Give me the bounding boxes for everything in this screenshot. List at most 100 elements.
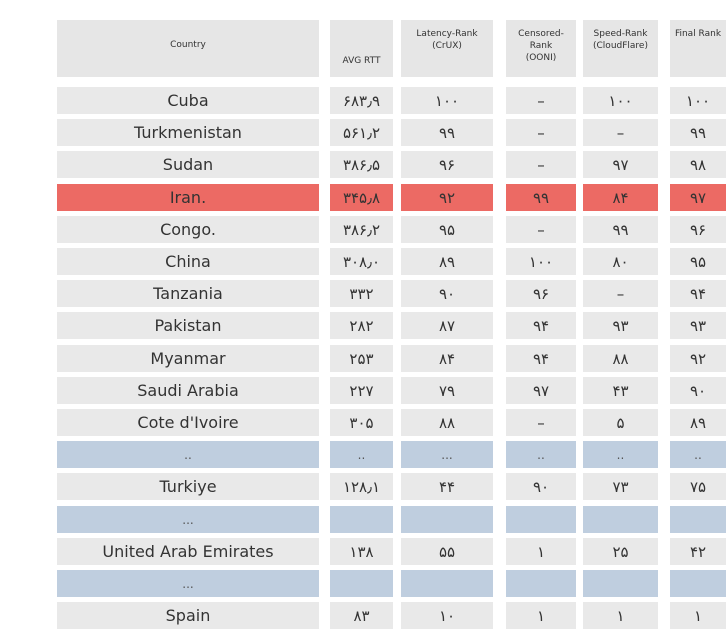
speed-rank-cell-r5: ۸۰: [583, 248, 658, 275]
censored-rank-cell-r5: ۱۰۰: [506, 248, 576, 275]
speed-rank-cell-r4: ۹۹: [583, 216, 658, 243]
avg-rtt-cell-r14: ۱۳۸: [330, 538, 393, 565]
final-rank-cell-r5: ۹۵: [670, 248, 726, 275]
header-censored-rank: Censored- Rank (OONI): [506, 20, 576, 77]
speed-rank-cell-r8: ۸۸: [583, 345, 658, 372]
censored-rank-cell-r2: –: [506, 151, 576, 178]
country-cell-r8: Myanmar: [57, 345, 319, 372]
speed-rank-cell-r16: ۱: [583, 602, 658, 629]
separator-cell-r15: [506, 570, 576, 597]
censored-rank-cell-r16: ۱: [506, 602, 576, 629]
avg-rtt-cell-r1: ۵۶۱٫۲: [330, 119, 393, 146]
avg-rtt-cell-r16: ۸۳: [330, 602, 393, 629]
latency-rank-cell-r4: ۹۵: [401, 216, 493, 243]
final-rank-cell-r7: ۹۳: [670, 312, 726, 339]
speed-rank-cell-r7: ۹۳: [583, 312, 658, 339]
latency-rank-cell-r2: ۹۶: [401, 151, 493, 178]
country-cell-r14: United Arab Emirates: [57, 538, 319, 565]
header-avg-rtt: AVG RTT: [330, 20, 393, 77]
censored-rank-cell-r0: –: [506, 87, 576, 114]
country-cell-r3: Iran.: [57, 184, 319, 211]
censored-rank-cell-r14: ۱: [506, 538, 576, 565]
avg-rtt-cell-r2: ۳۸۶٫۵: [330, 151, 393, 178]
final-rank-cell-r0: ۱۰۰: [670, 87, 726, 114]
speed-rank-cell-r1: –: [583, 119, 658, 146]
separator-cell-r11: ...: [401, 441, 493, 468]
avg-rtt-cell-r3: ۳۴۵٫۸: [330, 184, 393, 211]
country-cell-r6: Tanzania: [57, 280, 319, 307]
country-cell-r12: Turkiye: [57, 473, 319, 500]
avg-rtt-cell-r8: ۲۵۳: [330, 345, 393, 372]
avg-rtt-cell-r4: ۳۸۶٫۲: [330, 216, 393, 243]
separator-cell-r13: [330, 506, 393, 533]
censored-rank-cell-r3: ۹۹: [506, 184, 576, 211]
header-final-rank: Final Rank: [670, 20, 726, 77]
final-rank-cell-r2: ۹۸: [670, 151, 726, 178]
speed-rank-cell-r10: ۵: [583, 409, 658, 436]
latency-rank-cell-r16: ۱۰: [401, 602, 493, 629]
latency-rank-cell-r5: ۸۹: [401, 248, 493, 275]
separator-cell-r15: ...: [57, 570, 319, 597]
separator-cell-r11: ..: [506, 441, 576, 468]
latency-rank-cell-r6: ۹۰: [401, 280, 493, 307]
final-rank-cell-r1: ۹۹: [670, 119, 726, 146]
censored-rank-cell-r12: ۹۰: [506, 473, 576, 500]
speed-rank-cell-r3: ۸۴: [583, 184, 658, 211]
latency-rank-cell-r12: ۴۴: [401, 473, 493, 500]
country-cell-r5: China: [57, 248, 319, 275]
header-speed-rank: Speed-Rank (CloudFlare): [583, 20, 658, 77]
speed-rank-cell-r14: ۲۵: [583, 538, 658, 565]
country-cell-r2: Sudan: [57, 151, 319, 178]
separator-cell-r11: ..: [670, 441, 726, 468]
censored-rank-cell-r10: –: [506, 409, 576, 436]
latency-rank-cell-r0: ۱۰۰: [401, 87, 493, 114]
final-rank-cell-r8: ۹۲: [670, 345, 726, 372]
avg-rtt-cell-r6: ۳۳۲: [330, 280, 393, 307]
final-rank-cell-r14: ۴۲: [670, 538, 726, 565]
separator-cell-r13: [670, 506, 726, 533]
country-cell-r0: Cuba: [57, 87, 319, 114]
speed-rank-cell-r9: ۴۳: [583, 377, 658, 404]
separator-cell-r13: ...: [57, 506, 319, 533]
final-rank-cell-r10: ۸۹: [670, 409, 726, 436]
speed-rank-cell-r6: –: [583, 280, 658, 307]
avg-rtt-cell-r5: ۳۰۸٫۰: [330, 248, 393, 275]
latency-rank-cell-r8: ۸۴: [401, 345, 493, 372]
final-rank-cell-r12: ۷۵: [670, 473, 726, 500]
separator-cell-r15: [670, 570, 726, 597]
latency-rank-cell-r10: ۸۸: [401, 409, 493, 436]
censored-rank-cell-r8: ۹۴: [506, 345, 576, 372]
avg-rtt-cell-r10: ۳۰۵: [330, 409, 393, 436]
censored-rank-cell-r4: –: [506, 216, 576, 243]
avg-rtt-cell-r12: ۱۲۸٫۱: [330, 473, 393, 500]
separator-cell-r15: [583, 570, 658, 597]
latency-rank-cell-r3: ۹۲: [401, 184, 493, 211]
final-rank-cell-r9: ۹۰: [670, 377, 726, 404]
country-cell-r7: Pakistan: [57, 312, 319, 339]
censored-rank-cell-r1: –: [506, 119, 576, 146]
header-latency-rank: Latency-Rank (CrUX): [401, 20, 493, 77]
final-rank-cell-r3: ۹۷: [670, 184, 726, 211]
speed-rank-cell-r2: ۹۷: [583, 151, 658, 178]
separator-cell-r15: [401, 570, 493, 597]
country-cell-r10: Cote d'Ivoire: [57, 409, 319, 436]
avg-rtt-cell-r0: ۶۸۳٫۹: [330, 87, 393, 114]
country-cell-r4: Congo.: [57, 216, 319, 243]
final-rank-cell-r4: ۹۶: [670, 216, 726, 243]
speed-rank-cell-r0: ۱۰۰: [583, 87, 658, 114]
latency-rank-cell-r14: ۵۵: [401, 538, 493, 565]
country-cell-r9: Saudi Arabia: [57, 377, 319, 404]
separator-cell-r11: ..: [583, 441, 658, 468]
separator-cell-r15: [330, 570, 393, 597]
separator-cell-r11: ..: [330, 441, 393, 468]
country-cell-r1: Turkmenistan: [57, 119, 319, 146]
country-cell-r16: Spain: [57, 602, 319, 629]
separator-cell-r11: ..: [57, 441, 319, 468]
avg-rtt-cell-r9: ۲۲۷: [330, 377, 393, 404]
latency-rank-cell-r9: ۷۹: [401, 377, 493, 404]
latency-rank-cell-r1: ۹۹: [401, 119, 493, 146]
speed-rank-cell-r12: ۷۳: [583, 473, 658, 500]
separator-cell-r13: [583, 506, 658, 533]
final-rank-cell-r6: ۹۴: [670, 280, 726, 307]
